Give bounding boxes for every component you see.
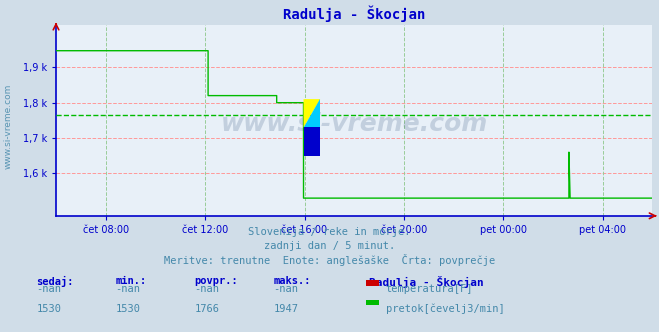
Text: maks.:: maks.: — [273, 276, 311, 286]
Text: 1947: 1947 — [273, 304, 299, 314]
Polygon shape — [304, 99, 320, 127]
Text: sedaj:: sedaj: — [36, 276, 74, 287]
Polygon shape — [304, 99, 320, 127]
Title: Radulja - Škocjan: Radulja - Škocjan — [283, 6, 426, 22]
Bar — [304, 127, 320, 156]
Text: www.si-vreme.com: www.si-vreme.com — [221, 112, 488, 136]
Text: Radulja - Škocjan: Radulja - Škocjan — [369, 276, 484, 288]
Text: -nan: -nan — [36, 284, 61, 294]
Text: 1766: 1766 — [194, 304, 219, 314]
Text: zadnji dan / 5 minut.: zadnji dan / 5 minut. — [264, 241, 395, 251]
Text: 1530: 1530 — [115, 304, 140, 314]
Text: -nan: -nan — [273, 284, 299, 294]
Text: pretok[čevelj3/min]: pretok[čevelj3/min] — [386, 304, 504, 314]
Text: www.si-vreme.com: www.si-vreme.com — [3, 83, 13, 169]
Text: povpr.:: povpr.: — [194, 276, 238, 286]
Text: 1530: 1530 — [36, 304, 61, 314]
Text: Meritve: trenutne  Enote: anglešaške  Črta: povprečje: Meritve: trenutne Enote: anglešaške Črta… — [164, 254, 495, 266]
Text: Slovenija / reke in morje.: Slovenija / reke in morje. — [248, 227, 411, 237]
Text: temperatura[F]: temperatura[F] — [386, 284, 473, 294]
Text: min.:: min.: — [115, 276, 146, 286]
Text: -nan: -nan — [194, 284, 219, 294]
Text: -nan: -nan — [115, 284, 140, 294]
